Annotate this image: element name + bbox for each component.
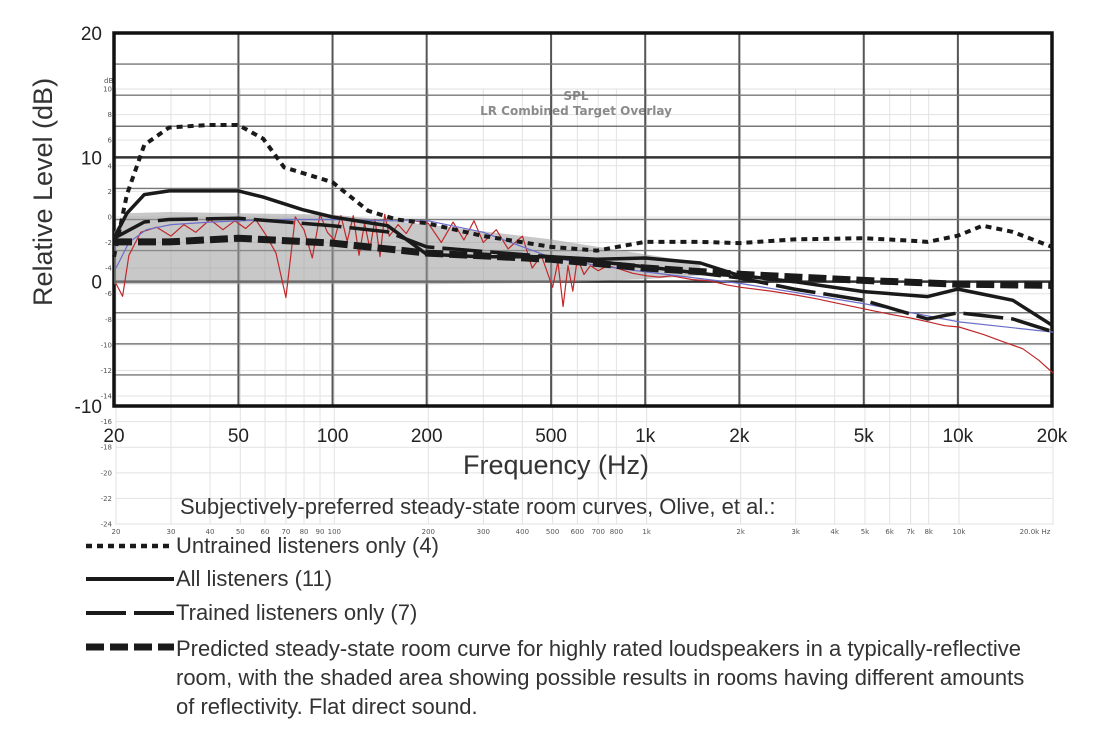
main-x-tick-label: 20	[103, 426, 124, 447]
legend-item-all: All listeners (11)	[84, 566, 1036, 593]
overlay-y-tick-label: 10	[103, 86, 112, 94]
legend-key-long-dash	[86, 611, 174, 615]
overlay-x-tick-label: 6k	[885, 528, 894, 536]
x-axis-title: Frequency (Hz)	[463, 450, 649, 480]
overlay-title-line1: SPL	[563, 89, 588, 103]
overlay-x-tick-label: 600	[571, 528, 584, 536]
overlay-x-tick-label: 10k	[952, 528, 966, 536]
overlay-x-tick-label: 1k	[642, 528, 651, 536]
legend-label-trained: Trained listeners only (7)	[176, 600, 418, 625]
overlay-y-tick-label: 2	[108, 188, 112, 196]
overlay-x-tick-label: 3k	[791, 528, 800, 536]
overlay-y-tick-label: 4	[108, 162, 113, 170]
series-line-dotted	[112, 123, 1053, 258]
legend-key-dotted	[86, 543, 174, 549]
overlay-title-line2: LR Combined Target Overlay	[480, 104, 672, 118]
overlay-y-tick-label: -10	[101, 341, 112, 349]
overlay-x-tick-label: 8k	[924, 528, 933, 536]
overlay-y-tick-label: -2	[105, 239, 112, 247]
overlay-x-tick-label: 20	[112, 528, 121, 536]
legend-item-trained: Trained listeners only (7)	[84, 600, 1036, 627]
overlay-y-tick-label: -22	[101, 495, 112, 503]
main-x-tick-label: 5k	[854, 426, 875, 447]
overlay-x-tick-label: 90	[316, 528, 325, 536]
overlay-y-unit: dB	[104, 77, 113, 85]
overlay-x-tick-label: 300	[477, 528, 490, 536]
overlay-x-tick-label: 40	[206, 528, 215, 536]
legend-label-predicted: Predicted steady-state room curve for hi…	[176, 636, 1025, 719]
overlay-y-tick-label: -18	[101, 444, 112, 452]
overlay-y-tick-label: 6	[108, 137, 113, 145]
overlay-y-tick-label: -4	[105, 265, 113, 273]
overlay-x-tick-label: 70	[281, 528, 290, 536]
main-y-tick-label: 10	[81, 148, 102, 169]
main-y-tick-label: 20	[81, 24, 102, 45]
overlay-x-tick-label: 200	[422, 528, 435, 536]
main-y-tick-label: 0	[91, 273, 102, 294]
main-x-tick-label: 2k	[729, 426, 750, 447]
main-x-tick-label: 100	[317, 426, 349, 447]
overlay-y-tick-label: -24	[101, 521, 113, 529]
legend-heading: Subjectively-preferred steady-state room…	[180, 494, 776, 519]
overlay-y-tick-label: -20	[101, 469, 112, 477]
overlay-x-tick-label: 100	[328, 528, 341, 536]
legend-label-untrained: Untrained listeners only (4)	[176, 533, 439, 558]
legend-key-solid	[86, 577, 174, 581]
main-y-tick-label: -10	[75, 397, 102, 418]
overlay-x-tick-label: 700	[592, 528, 605, 536]
series-line-bold-dash	[114, 234, 1053, 289]
overlay-curve-1	[115, 218, 1054, 333]
overlay-x-tick-label: 400	[516, 528, 529, 536]
overlay-x-tick-label: 30	[167, 528, 176, 536]
overlay-x-tick-label: 60	[261, 528, 270, 536]
overlay-y-tick-label: 0	[108, 213, 112, 221]
y-axis-title: Relative Level (dB)	[28, 78, 58, 306]
overlay-x-tick-label: 7k	[906, 528, 915, 536]
overlay-x-tick-label: 80	[300, 528, 309, 536]
overlay-x-tick-label: 800	[610, 528, 623, 536]
main-x-tick-label: 200	[411, 426, 443, 447]
main-x-tick-label: 500	[535, 426, 567, 447]
main-x-tick-label: 1k	[635, 426, 656, 447]
overlay-y-tick-label: -8	[105, 316, 112, 324]
overlay-x-tick-label: 50	[236, 528, 245, 536]
overlay-x-tick-label: 5k	[861, 528, 870, 536]
main-frame	[112, 31, 1054, 408]
overlay-frame	[115, 88, 1054, 525]
main-x-tick-label: 50	[228, 426, 249, 447]
legend-key-bold-dash	[86, 643, 174, 651]
overlay-y-tick-label: -12	[101, 367, 112, 375]
main-x-tick-label: 20k	[1037, 426, 1068, 447]
legend-label-all: All listeners (11)	[176, 566, 333, 591]
overlay-x-tick-label: 500	[546, 528, 559, 536]
overlay-x-tick-label: 2k	[736, 528, 745, 536]
legend-item-predicted: Predicted steady-state room curve for hi…	[84, 636, 1036, 721]
main-x-tick-label: 10k	[943, 426, 974, 447]
legend-item-untrained: Untrained listeners only (4)	[84, 533, 1036, 560]
overlay-y-tick-label: -14	[101, 393, 113, 401]
overlay-y-tick-label: 8	[108, 111, 112, 119]
overlay-x-tick-label: 4k	[830, 528, 839, 536]
overlay-x-tick-label: 20.0k Hz	[1020, 528, 1051, 536]
overlay-y-tick-label: -6	[105, 290, 113, 298]
overlay-y-tick-label: -16	[101, 418, 113, 426]
